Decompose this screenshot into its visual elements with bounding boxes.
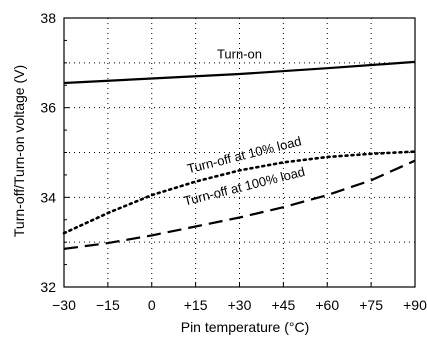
x-tick-label: +15	[184, 297, 208, 313]
x-tick-label: +60	[315, 297, 339, 313]
x-axis-title: Pin temperature (°C)	[181, 319, 310, 335]
series-line-0	[63, 60, 416, 85]
series-lines	[62, 60, 417, 250]
x-tick-label: −15	[96, 297, 120, 313]
y-axis-title: Turn-off/Turn-on voltage (V)	[11, 65, 27, 237]
y-tick-label: 38	[40, 10, 56, 26]
x-tick-label: +90	[403, 297, 427, 313]
y-tick-label: 32	[40, 279, 56, 295]
x-tick-label: +30	[228, 297, 252, 313]
x-tick-label: +75	[359, 297, 383, 313]
series-label-0: Turn-on	[217, 46, 262, 61]
x-axis-ticks: −30 −15 0 +15 +30 +45 +60 +75 +90	[52, 282, 427, 313]
series-line-2	[63, 159, 416, 250]
grid	[64, 18, 415, 287]
x-tick-label: +45	[272, 297, 296, 313]
y-axis-ticks: 32 34 36 38	[40, 10, 69, 295]
series-line-1	[62, 150, 417, 235]
y-tick-label: 34	[40, 189, 56, 205]
y-tick-label: 36	[40, 100, 56, 116]
x-tick-label: 0	[148, 297, 156, 313]
x-tick-label: −30	[52, 297, 76, 313]
